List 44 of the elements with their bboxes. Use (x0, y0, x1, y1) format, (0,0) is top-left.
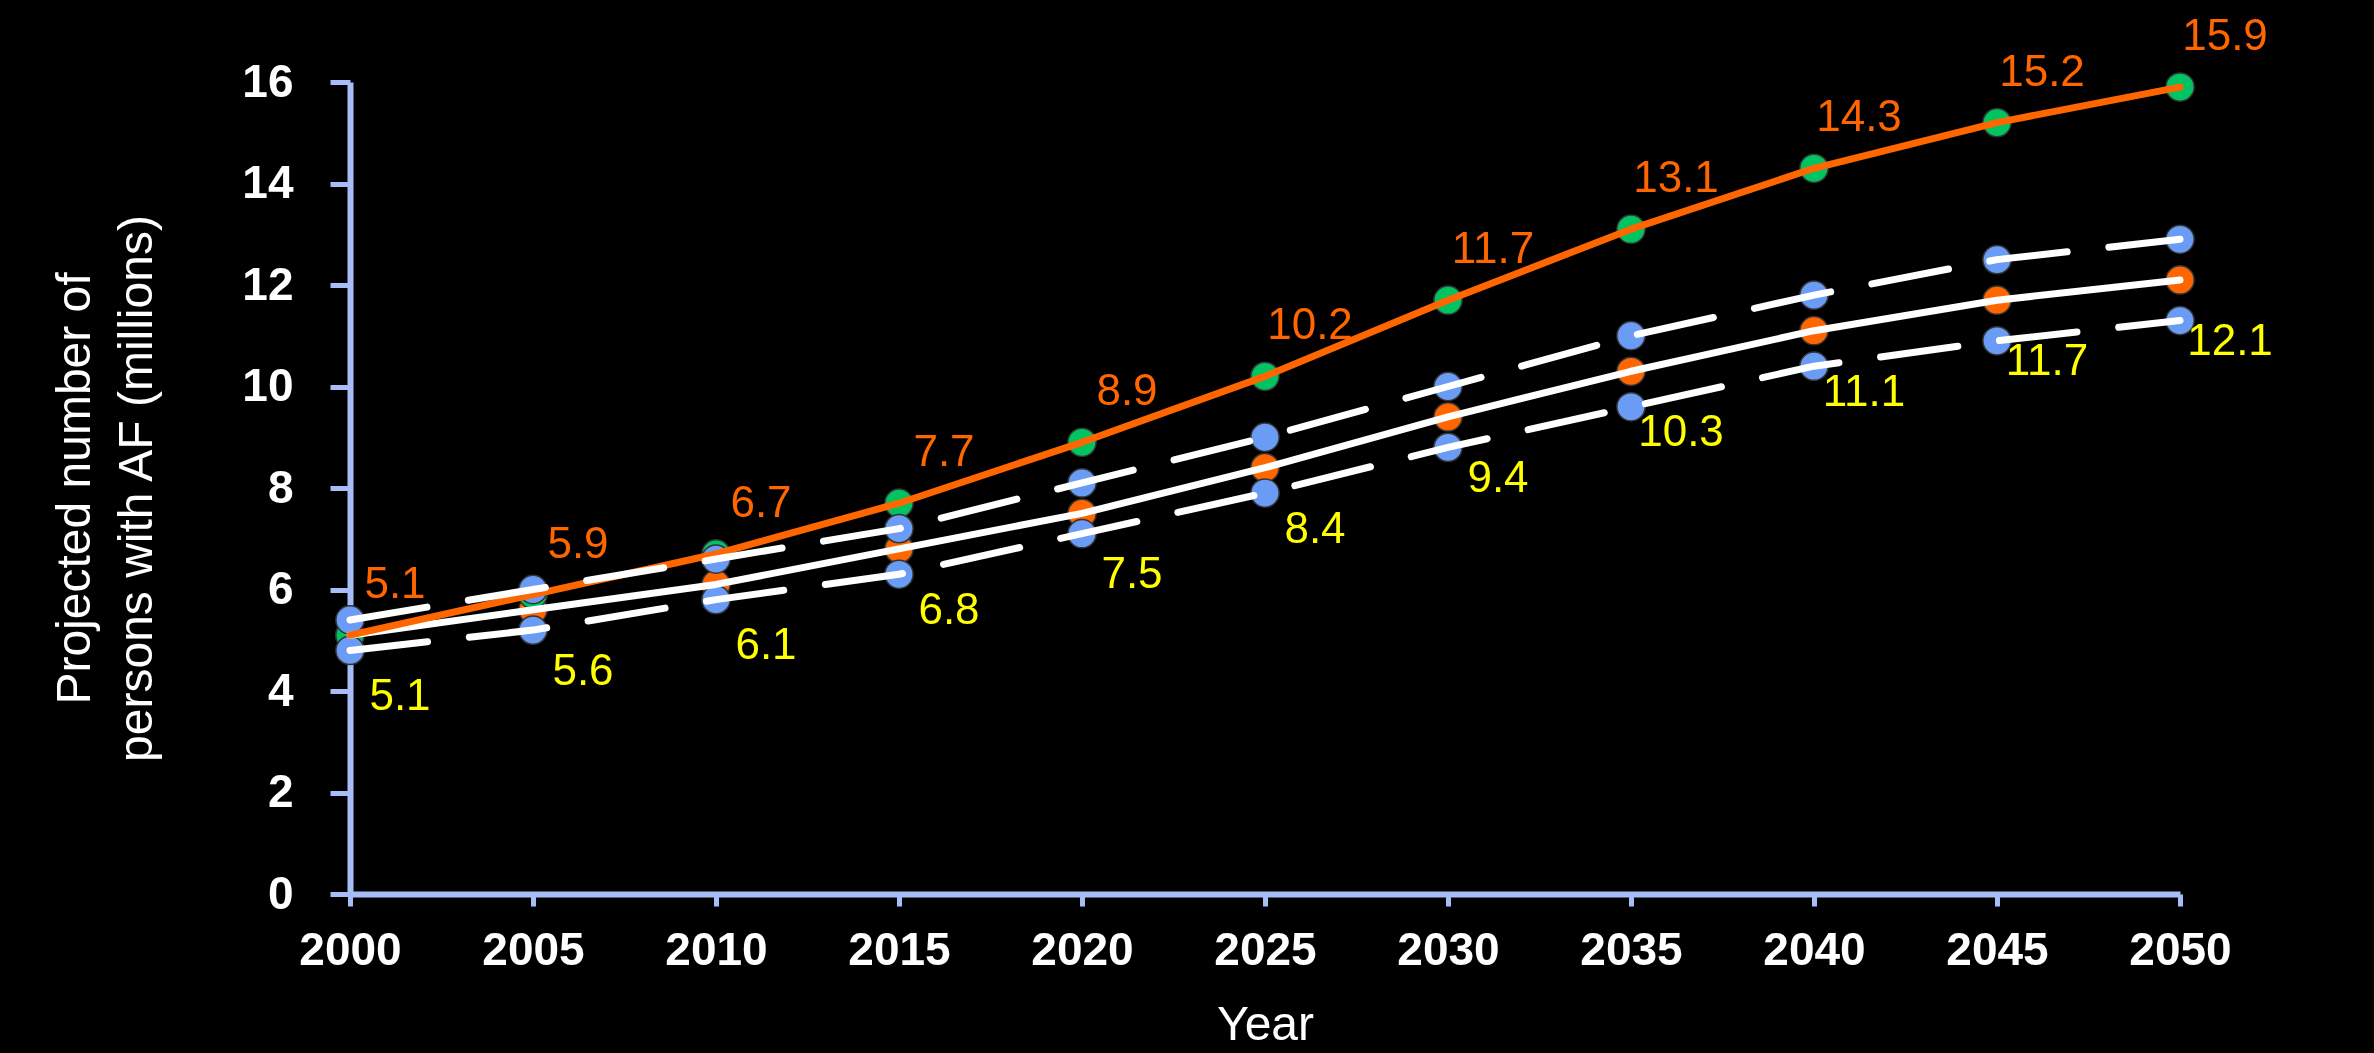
x-tick-label: 2035 (1580, 922, 1683, 975)
y-tick-label: 6 (267, 562, 294, 614)
y-tick-label: 0 (267, 866, 294, 919)
data-label: 8.9 (1096, 365, 1158, 415)
data-label: 10.3 (1638, 406, 1724, 456)
data-label: 7.7 (913, 426, 975, 476)
data-label: 5.6 (552, 644, 614, 694)
x-tick-label: 2030 (1397, 922, 1500, 975)
data-label: 6.7 (730, 476, 792, 526)
data-label: 6.1 (735, 619, 797, 669)
data-label: 15.2 (1999, 45, 2085, 95)
x-tick-label: 2005 (482, 922, 585, 975)
y-tick-label: 2 (267, 765, 294, 817)
data-label: 11.7 (2005, 335, 2089, 385)
x-tick-label: 2040 (1763, 922, 1866, 975)
data-label: 12.1 (2187, 314, 2273, 364)
x-tick-label: 2050 (2129, 922, 2232, 975)
y-tick-label: 10 (242, 359, 294, 411)
x-tick-label: 2000 (299, 922, 402, 975)
data-label: 11.1 (1822, 365, 1906, 415)
data-label: 10.2 (1267, 299, 1353, 349)
data-label: 8.4 (1284, 502, 1346, 552)
data-label: 5.1 (364, 558, 426, 608)
y-tick-label: 4 (267, 663, 294, 716)
data-label: 11.7 (1451, 223, 1535, 273)
y-tick-label: 8 (267, 460, 294, 513)
data-label: 9.4 (1467, 451, 1529, 501)
data-label: 15.9 (2182, 10, 2268, 60)
y-axis-title: Projected number of persons with AF (millions) (47, 215, 163, 762)
x-axis-title: Year (1217, 996, 1315, 1050)
data-label: 5.9 (547, 517, 609, 567)
data-label: 6.8 (918, 583, 980, 633)
x-tick-label: 2020 (1031, 922, 1134, 975)
x-tick-label: 2025 (1214, 922, 1317, 975)
x-tick-label: 2045 (1946, 922, 2049, 975)
data-label: 5.1 (369, 670, 431, 720)
y-tick-label: 14 (242, 156, 294, 208)
x-tick-label: 2015 (848, 922, 951, 975)
data-label: 14.3 (1816, 91, 1902, 141)
x-tick-label: 2010 (665, 922, 768, 975)
data-label: 13.1 (1633, 152, 1719, 202)
data-label: 7.5 (1101, 548, 1163, 598)
y-tick-label: 16 (242, 54, 294, 107)
y-tick-label: 12 (242, 257, 294, 310)
